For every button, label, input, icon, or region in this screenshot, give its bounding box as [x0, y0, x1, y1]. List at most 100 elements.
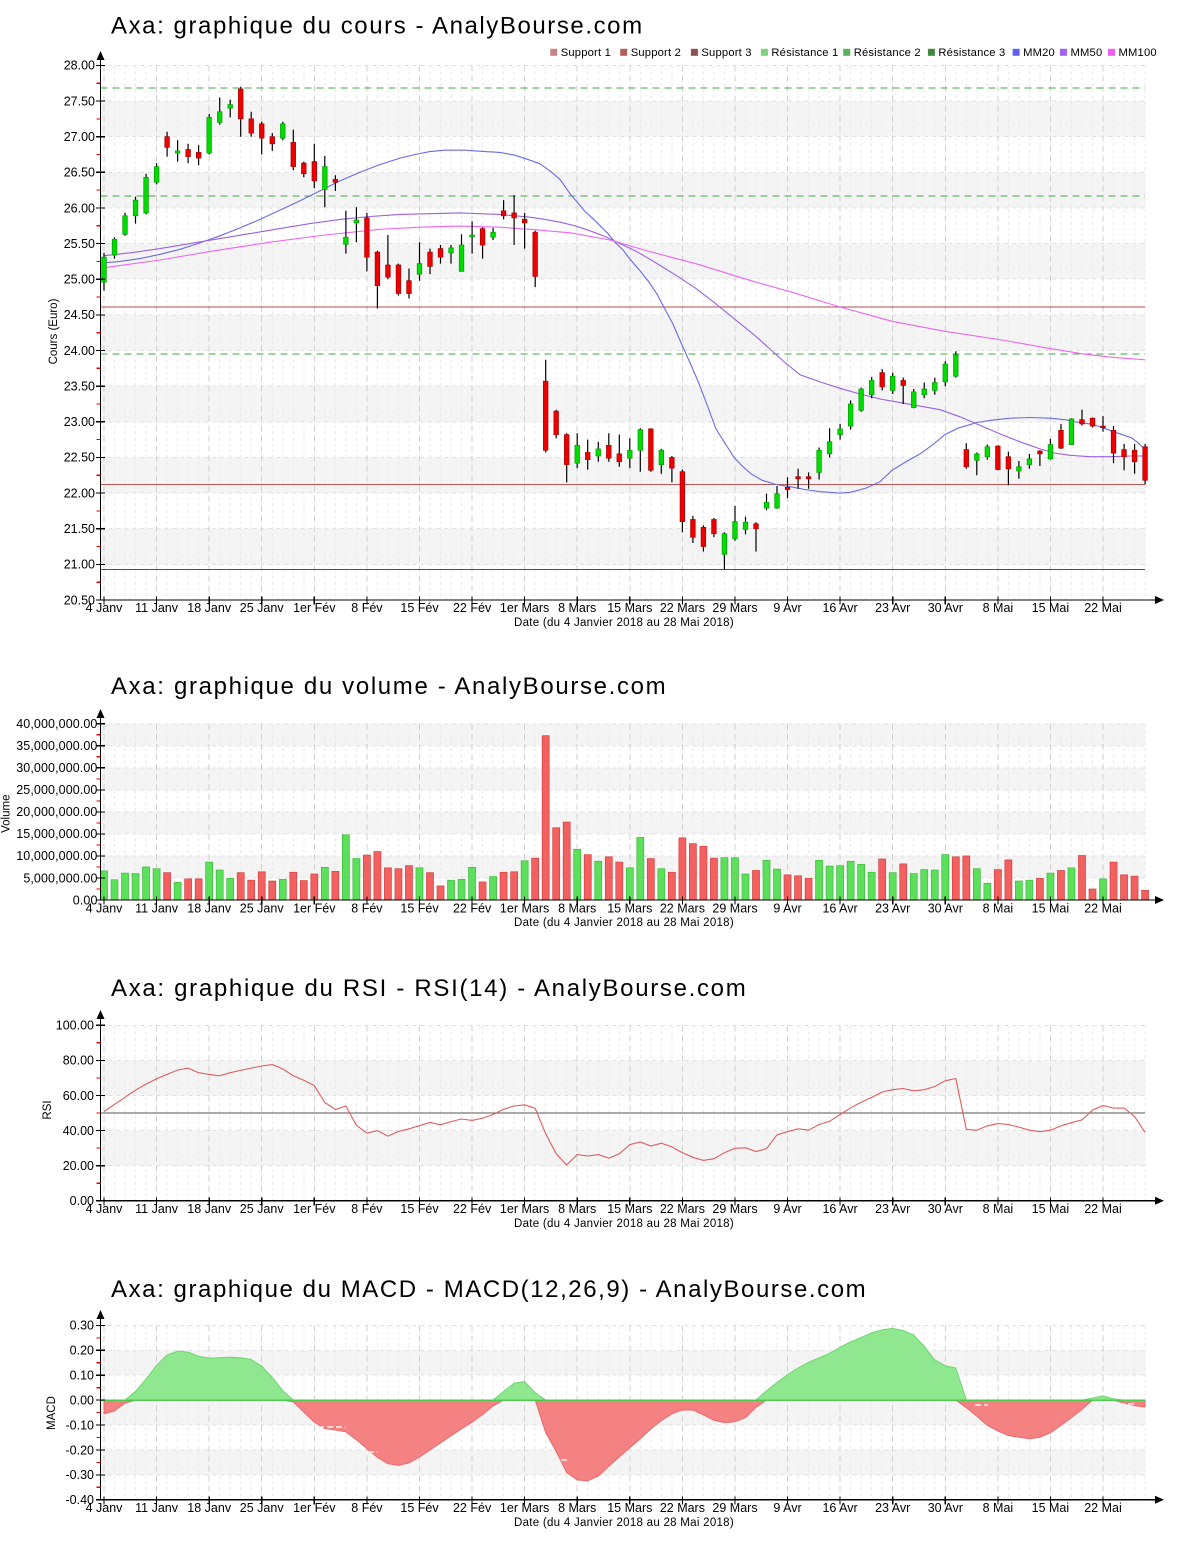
svg-text:0.20: 0.20	[70, 1344, 94, 1358]
svg-text:15,000,000.00: 15,000,000.00	[16, 827, 97, 841]
svg-text:1er Mars: 1er Mars	[500, 601, 549, 615]
svg-text:11 Janv: 11 Janv	[135, 1501, 179, 1515]
svg-text:20.00: 20.00	[63, 1159, 94, 1173]
svg-text:18 Janv: 18 Janv	[187, 601, 232, 615]
svg-text:5,000,000.00: 5,000,000.00	[23, 871, 97, 885]
svg-text:25 Janv: 25 Janv	[240, 1202, 285, 1216]
svg-text:8 Mars: 8 Mars	[558, 1202, 596, 1216]
svg-text:8 Mars: 8 Mars	[558, 601, 596, 615]
svg-text:0.00: 0.00	[70, 1194, 94, 1208]
svg-text:23 Avr: 23 Avr	[875, 1202, 910, 1216]
svg-text:1er Fév: 1er Fév	[293, 1202, 336, 1216]
svg-text:Date (du 4 Janvier 2018 au 28: Date (du 4 Janvier 2018 au 28 Mai 2018)	[514, 1218, 734, 1230]
svg-text:22 Mars: 22 Mars	[660, 901, 705, 915]
svg-text:15 Mars: 15 Mars	[607, 1501, 652, 1515]
svg-text:Date (du 4 Janvier 2018 au 28: Date (du 4 Janvier 2018 au 28 Mai 2018)	[514, 617, 734, 629]
svg-text:24.50: 24.50	[64, 308, 95, 322]
svg-text:16 Avr: 16 Avr	[822, 601, 857, 615]
svg-text:4 Janv: 4 Janv	[86, 601, 124, 615]
svg-text:8 Fév: 8 Fév	[351, 901, 383, 915]
svg-text:Résistance 3: Résistance 3	[938, 47, 1005, 59]
svg-text:Axa: graphique du MACD - MACD(: Axa: graphique du MACD - MACD(12,26,9) -…	[111, 1276, 867, 1303]
svg-text:10,000,000.00: 10,000,000.00	[16, 849, 97, 863]
svg-text:25 Janv: 25 Janv	[240, 1501, 285, 1515]
svg-text:26.50: 26.50	[64, 166, 95, 180]
svg-text:15 Fév: 15 Fév	[400, 1202, 439, 1216]
svg-text:Axa: graphique du RSI - RSI(14: Axa: graphique du RSI - RSI(14) - AnalyB…	[111, 975, 747, 1002]
svg-text:22 Fév: 22 Fév	[453, 1202, 492, 1216]
svg-text:16 Avr: 16 Avr	[822, 1501, 857, 1515]
svg-text:4 Janv: 4 Janv	[86, 1501, 124, 1515]
svg-text:8 Mai: 8 Mai	[983, 1202, 1014, 1216]
svg-text:24.00: 24.00	[64, 344, 95, 358]
svg-text:22 Mars: 22 Mars	[660, 601, 705, 615]
svg-text:15 Fév: 15 Fév	[400, 901, 439, 915]
svg-text:8 Mai: 8 Mai	[983, 1501, 1014, 1515]
svg-text:0.10: 0.10	[70, 1369, 94, 1383]
svg-text:RSI: RSI	[42, 1100, 54, 1119]
svg-text:15 Mars: 15 Mars	[607, 601, 652, 615]
svg-text:29 Mars: 29 Mars	[712, 1202, 757, 1216]
svg-text:23 Avr: 23 Avr	[875, 1501, 910, 1515]
svg-text:-0.20: -0.20	[66, 1443, 95, 1457]
svg-text:30 Avr: 30 Avr	[928, 601, 963, 615]
svg-text:22 Mai: 22 Mai	[1084, 1501, 1122, 1515]
svg-text:-0.30: -0.30	[66, 1468, 95, 1482]
svg-text:15 Mars: 15 Mars	[607, 901, 652, 915]
svg-text:11 Janv: 11 Janv	[135, 1202, 179, 1216]
svg-text:29 Mars: 29 Mars	[712, 1501, 757, 1515]
svg-text:26.00: 26.00	[64, 201, 95, 215]
svg-text:28.00: 28.00	[64, 59, 95, 73]
svg-text:25.00: 25.00	[64, 273, 95, 287]
svg-text:15 Fév: 15 Fév	[400, 1501, 439, 1515]
svg-text:25.50: 25.50	[64, 237, 95, 251]
svg-text:1er Fév: 1er Fév	[293, 901, 336, 915]
svg-text:23.00: 23.00	[64, 415, 95, 429]
svg-text:4 Janv: 4 Janv	[86, 1202, 124, 1216]
svg-text:22 Mars: 22 Mars	[660, 1501, 705, 1515]
svg-text:15 Mars: 15 Mars	[607, 1202, 652, 1216]
svg-text:9 Avr: 9 Avr	[773, 601, 801, 615]
svg-text:9 Avr: 9 Avr	[773, 1501, 801, 1515]
svg-text:1er Mars: 1er Mars	[500, 1501, 549, 1515]
svg-text:40,000,000.00: 40,000,000.00	[16, 717, 97, 731]
svg-text:MACD: MACD	[46, 1396, 58, 1430]
svg-text:22 Fév: 22 Fév	[453, 901, 492, 915]
svg-text:27.50: 27.50	[64, 94, 95, 108]
svg-text:11 Janv: 11 Janv	[135, 901, 179, 915]
svg-text:15 Mai: 15 Mai	[1032, 601, 1070, 615]
svg-text:20,000,000.00: 20,000,000.00	[16, 805, 97, 819]
svg-text:22 Mars: 22 Mars	[660, 1202, 705, 1216]
svg-text:30 Avr: 30 Avr	[928, 901, 963, 915]
svg-text:Date (du 4 Janvier 2018 au 28: Date (du 4 Janvier 2018 au 28 Mai 2018)	[514, 917, 734, 929]
svg-text:8 Mai: 8 Mai	[983, 901, 1014, 915]
svg-text:25 Janv: 25 Janv	[240, 901, 285, 915]
svg-text:-0.10: -0.10	[66, 1418, 95, 1432]
svg-text:30,000,000.00: 30,000,000.00	[16, 761, 97, 775]
svg-text:22 Fév: 22 Fév	[453, 1501, 492, 1515]
svg-text:8 Fév: 8 Fév	[351, 601, 383, 615]
svg-text:Résistance 2: Résistance 2	[854, 47, 921, 59]
svg-text:Résistance 1: Résistance 1	[771, 47, 838, 59]
svg-text:29 Mars: 29 Mars	[712, 601, 757, 615]
svg-text:1er Mars: 1er Mars	[500, 901, 549, 915]
svg-text:8 Mars: 8 Mars	[558, 1501, 596, 1515]
svg-text:1er Fév: 1er Fév	[293, 601, 336, 615]
svg-text:9 Avr: 9 Avr	[773, 901, 801, 915]
svg-text:Cours (Euro): Cours (Euro)	[48, 298, 60, 364]
svg-text:22.50: 22.50	[64, 451, 95, 465]
svg-text:Support 3: Support 3	[701, 47, 751, 59]
svg-text:8 Fév: 8 Fév	[351, 1501, 383, 1515]
svg-text:Support 1: Support 1	[561, 47, 611, 59]
svg-text:22 Mai: 22 Mai	[1084, 601, 1122, 615]
svg-text:15 Mai: 15 Mai	[1032, 901, 1070, 915]
svg-text:MM50: MM50	[1071, 47, 1103, 59]
svg-text:15 Mai: 15 Mai	[1032, 1501, 1070, 1515]
svg-text:60.00: 60.00	[63, 1089, 94, 1103]
svg-text:18 Janv: 18 Janv	[187, 1501, 232, 1515]
svg-text:23 Avr: 23 Avr	[875, 901, 910, 915]
svg-text:30 Avr: 30 Avr	[928, 1501, 963, 1515]
svg-text:1er Mars: 1er Mars	[500, 1202, 549, 1216]
svg-text:20.50: 20.50	[64, 593, 95, 607]
svg-text:11 Janv: 11 Janv	[135, 601, 179, 615]
